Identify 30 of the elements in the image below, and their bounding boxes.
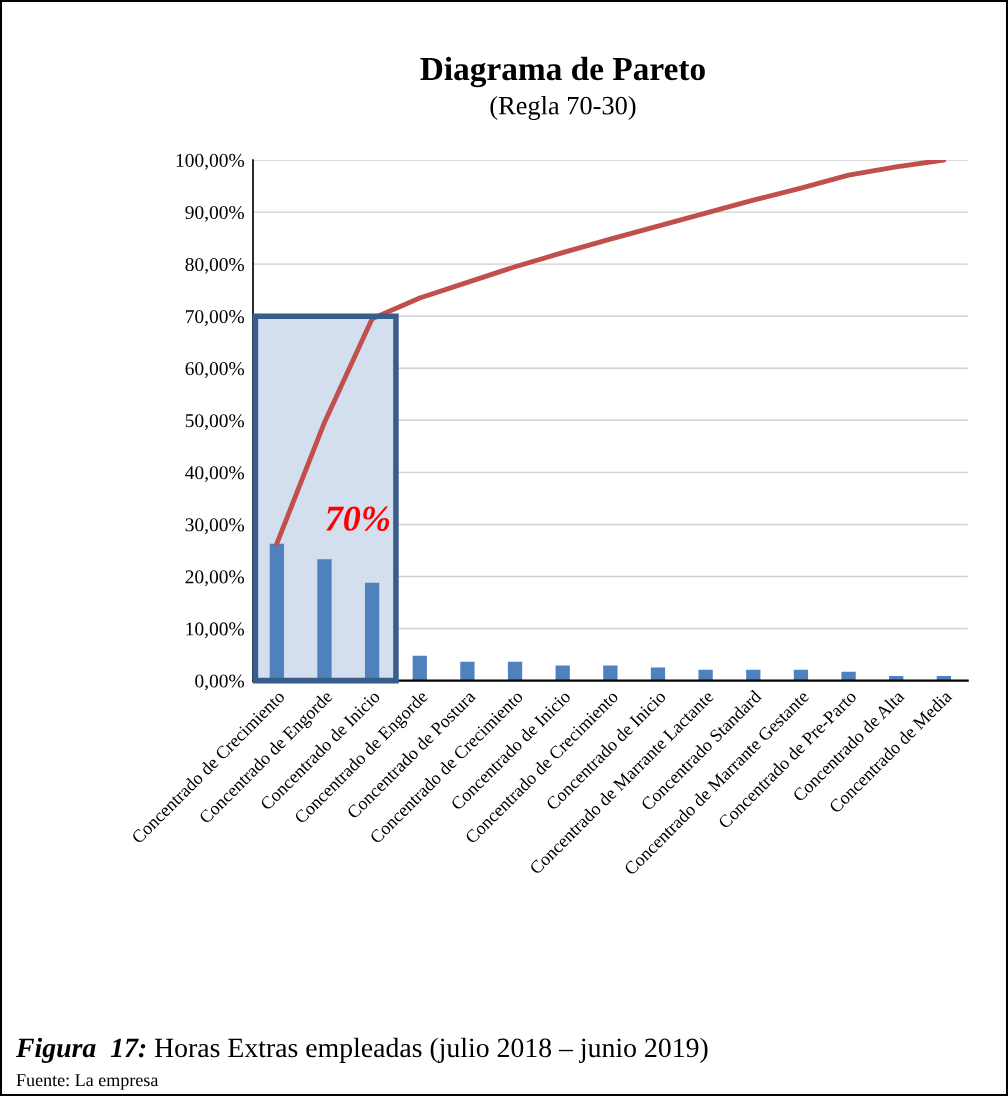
chart-subtitle: (Regla 70-30) (490, 96, 636, 120)
y-tick-label: 30,00% (185, 518, 245, 535)
bar (603, 665, 618, 681)
y-tick-label: 10,00% (186, 622, 245, 639)
bar (317, 559, 332, 681)
bar (555, 665, 570, 681)
y-tick-label: 0,00% (195, 674, 245, 691)
source-note: Fuente: La empresa (16, 1074, 159, 1090)
y-tick-label: 70,00% (186, 310, 245, 326)
y-tick-label: 100,00% (176, 153, 245, 170)
y-tick-label: 80,00% (185, 257, 245, 274)
bar (746, 669, 761, 681)
bar (698, 669, 713, 681)
bar (507, 661, 523, 681)
y-tick-label: 50,00% (185, 414, 245, 431)
bar (460, 661, 475, 681)
bar (364, 582, 380, 681)
text: Figura 17: Horas Extras empleadas (julio 2018 – junio 2019) (15, 1037, 708, 1063)
bar (793, 669, 809, 681)
bar (841, 671, 856, 681)
bar (412, 655, 427, 681)
y-tick-label: 40,00% (185, 466, 245, 483)
y-tick-label: 60,00% (185, 362, 245, 378)
y-tick-label: 90,00% (185, 205, 245, 222)
bar (269, 543, 284, 681)
line-series (274, 160, 947, 547)
bar (650, 667, 666, 681)
annotation: 70% (326, 506, 390, 531)
chart-title: Diagrama de Pareto (420, 56, 705, 88)
y-tick-label: 20,00% (185, 570, 245, 587)
